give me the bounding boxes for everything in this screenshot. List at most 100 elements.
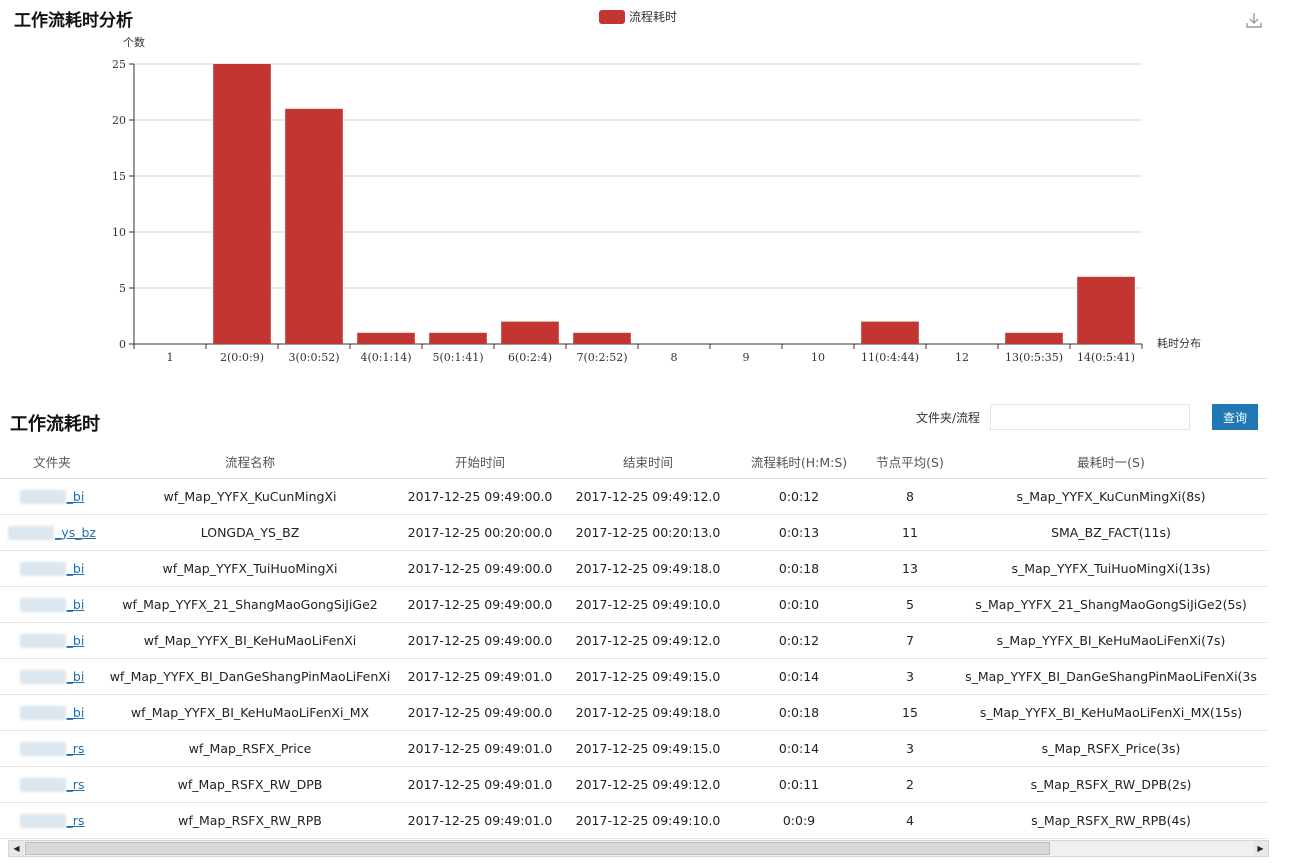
download-icon[interactable] bbox=[1244, 10, 1264, 30]
cell-start-time: 2017-12-25 09:49:01.0 bbox=[396, 730, 564, 767]
x-tick-label: 5(0:1:41) bbox=[433, 351, 484, 364]
y-tick-label: 10 bbox=[112, 226, 126, 239]
cell-workflow-name: wf_Map_YYFX_BI_DanGeShangPinMaoLiFenXi bbox=[104, 658, 396, 695]
cell-folder[interactable]: _bi bbox=[0, 622, 104, 659]
cell-folder[interactable]: _bi bbox=[0, 658, 104, 695]
col-header-start-time[interactable]: 开始时间 bbox=[396, 444, 564, 479]
legend-swatch bbox=[599, 9, 625, 24]
x-tick-label: 4(0:1:14) bbox=[361, 351, 412, 364]
cell-folder[interactable]: _rs bbox=[0, 802, 104, 839]
cell-workflow-name: wf_Map_YYFX_21_ShangMaoGongSiJiGe2 bbox=[104, 586, 396, 623]
cell-start-time: 2017-12-25 09:49:00.0 bbox=[396, 550, 564, 587]
x-axis-label: 耗时分布 bbox=[1157, 337, 1201, 350]
cell-workflow-name: wf_Map_YYFX_BI_KeHuMaoLiFenXi_MX bbox=[104, 694, 396, 731]
col-header-duration[interactable]: 流程耗时(H:M:S) bbox=[732, 444, 866, 479]
x-tick-label: 3(0:0:52) bbox=[289, 351, 340, 364]
folder-link[interactable]: _bi bbox=[66, 596, 85, 612]
cell-node-average: 2 bbox=[866, 766, 954, 803]
redacted-folder-prefix bbox=[19, 670, 66, 685]
cell-start-time: 2017-12-25 09:49:01.0 bbox=[396, 802, 564, 839]
cell-node-average: 3 bbox=[866, 730, 954, 767]
scrollbar-thumb[interactable] bbox=[25, 842, 1050, 855]
redacted-folder-prefix bbox=[19, 598, 66, 613]
folder-link[interactable]: _bi bbox=[66, 668, 85, 684]
table-row[interactable]: _rs wf_Map_RSFX_Price 2017-12-25 09:49:01.… bbox=[0, 730, 1268, 767]
cell-end-time: 2017-12-25 00:20:13.0 bbox=[564, 514, 732, 551]
cell-start-time: 2017-12-25 09:49:00.0 bbox=[396, 694, 564, 731]
bar bbox=[285, 108, 343, 344]
col-header-end-time[interactable]: 结束时间 bbox=[564, 444, 732, 479]
redacted-folder-prefix bbox=[19, 814, 66, 829]
table-row[interactable]: _bi wf_Map_YYFX_KuCunMingXi 2017-12-25 09:… bbox=[0, 478, 1268, 515]
col-header-workflow-name[interactable]: 流程名称 bbox=[104, 444, 396, 479]
cell-slowest-node: SMA_BZ_FACT(11s) bbox=[954, 514, 1268, 551]
bar-chart: 0 5 10 15 20 25 1 2(0:0:9) 3(0:0:52) 4(0:1:14) 5(0… bbox=[112, 36, 1201, 364]
cell-end-time: 2017-12-25 09:49:18.0 bbox=[564, 550, 732, 587]
cell-workflow-name: wf_Map_YYFX_BI_KeHuMaoLiFenXi bbox=[104, 622, 396, 659]
table-row[interactable]: _ys_bz LONGDA_YS_BZ 2017-12-25 00:20:00.0 2… bbox=[0, 514, 1268, 551]
cell-folder[interactable]: _rs bbox=[0, 730, 104, 767]
search-label: 文件夹/流程 bbox=[916, 410, 981, 425]
y-axis-label: 个数 bbox=[123, 36, 145, 49]
cell-start-time: 2017-12-25 09:49:00.0 bbox=[396, 586, 564, 623]
folder-link[interactable]: _bi bbox=[66, 704, 85, 720]
x-tick-label: 10 bbox=[811, 351, 825, 364]
cell-folder[interactable]: _bi bbox=[0, 586, 104, 623]
cell-start-time: 2017-12-25 09:49:00.0 bbox=[396, 622, 564, 659]
search-bar: 文件夹/流程 查询 bbox=[916, 404, 1259, 430]
col-header-slowest-node[interactable]: 最耗时一(S) bbox=[954, 444, 1268, 479]
bar bbox=[213, 64, 271, 344]
cell-duration: 0:0:13 bbox=[732, 514, 866, 551]
bar bbox=[501, 321, 559, 344]
cell-folder[interactable]: _bi bbox=[0, 694, 104, 731]
cell-end-time: 2017-12-25 09:49:18.0 bbox=[564, 694, 732, 731]
scroll-right-arrow-icon[interactable]: ▶ bbox=[1253, 841, 1268, 856]
legend-label: 流程耗时 bbox=[629, 10, 678, 24]
search-input[interactable] bbox=[990, 404, 1191, 430]
horizontal-scrollbar[interactable]: ◀ ▶ bbox=[8, 840, 1269, 857]
cell-start-time: 2017-12-25 09:49:00.0 bbox=[396, 478, 564, 515]
table-row[interactable]: _bi wf_Map_YYFX_TuiHuoMingXi 2017-12-25 09… bbox=[0, 550, 1268, 587]
folder-link[interactable]: _ys_bz bbox=[55, 524, 96, 540]
folder-link[interactable]: _rs bbox=[66, 812, 85, 828]
chart-title: 工作流耗时分析 bbox=[14, 11, 133, 31]
cell-slowest-node: s_Map_YYFX_TuiHuoMingXi(13s) bbox=[954, 550, 1268, 587]
cell-folder[interactable]: _bi bbox=[0, 550, 104, 587]
y-tick-label: 20 bbox=[112, 114, 126, 127]
col-header-folder[interactable]: 文件夹 bbox=[0, 444, 104, 479]
cell-folder[interactable]: _bi bbox=[0, 478, 104, 515]
cell-slowest-node: s_Map_YYFX_21_ShangMaoGongSiJiGe2(5s) bbox=[954, 586, 1268, 623]
redacted-folder-prefix bbox=[8, 526, 55, 541]
cell-workflow-name: LONGDA_YS_BZ bbox=[104, 514, 396, 551]
query-button[interactable]: 查询 bbox=[1212, 404, 1259, 430]
folder-link[interactable]: _bi bbox=[66, 632, 85, 648]
folder-link[interactable]: _bi bbox=[66, 488, 85, 504]
table-row[interactable]: _rs wf_Map_RSFX_RW_RPB 2017-12-25 09:49:01… bbox=[0, 802, 1268, 839]
table-row[interactable]: _bi wf_Map_YYFX_BI_DanGeShangPinMaoLiFenX… bbox=[0, 658, 1268, 695]
x-tick-label: 9 bbox=[743, 351, 750, 364]
cell-slowest-node: s_Map_YYFX_BI_KeHuMaoLiFenXi_MX(15s) bbox=[954, 694, 1268, 731]
col-header-node-average[interactable]: 节点平均(S) bbox=[866, 444, 954, 479]
cell-folder[interactable]: _ys_bz bbox=[0, 514, 104, 551]
folder-link[interactable]: _rs bbox=[66, 776, 85, 792]
table-row[interactable]: _bi wf_Map_YYFX_BI_KeHuMaoLiFenXi_MX 2017-… bbox=[0, 694, 1268, 731]
cell-slowest-node: s_Map_YYFX_KuCunMingXi(8s) bbox=[954, 478, 1268, 515]
scroll-left-arrow-icon[interactable]: ◀ bbox=[9, 841, 24, 856]
folder-link[interactable]: _rs bbox=[66, 740, 85, 756]
table-row[interactable]: _bi wf_Map_YYFX_BI_KeHuMaoLiFenXi 2017-12-… bbox=[0, 622, 1268, 659]
cell-duration: 0:0:9 bbox=[732, 802, 866, 839]
cell-folder[interactable]: _rs bbox=[0, 766, 104, 803]
cell-node-average: 15 bbox=[866, 694, 954, 731]
folder-link[interactable]: _bi bbox=[66, 560, 85, 576]
x-tick-label: 2(0:0:9) bbox=[220, 351, 264, 364]
cell-duration: 0:0:18 bbox=[732, 694, 866, 731]
cell-duration: 0:0:18 bbox=[732, 550, 866, 587]
workflow-table: 文件夹 流程名称 开始时间 结束时间 流程耗时(H:M:S) 节点平均(S) 最… bbox=[0, 444, 1268, 839]
x-tick-label: 11(0:4:44) bbox=[861, 351, 919, 364]
table-row[interactable]: _bi wf_Map_YYFX_21_ShangMaoGongSiJiGe2 201… bbox=[0, 586, 1268, 623]
cell-workflow-name: wf_Map_YYFX_TuiHuoMingXi bbox=[104, 550, 396, 587]
chart-legend[interactable]: 流程耗时 bbox=[599, 8, 677, 25]
table-row[interactable]: _rs wf_Map_RSFX_RW_DPB 2017-12-25 09:49:01… bbox=[0, 766, 1268, 803]
cell-node-average: 7 bbox=[866, 622, 954, 659]
y-tick-label: 25 bbox=[112, 58, 126, 71]
